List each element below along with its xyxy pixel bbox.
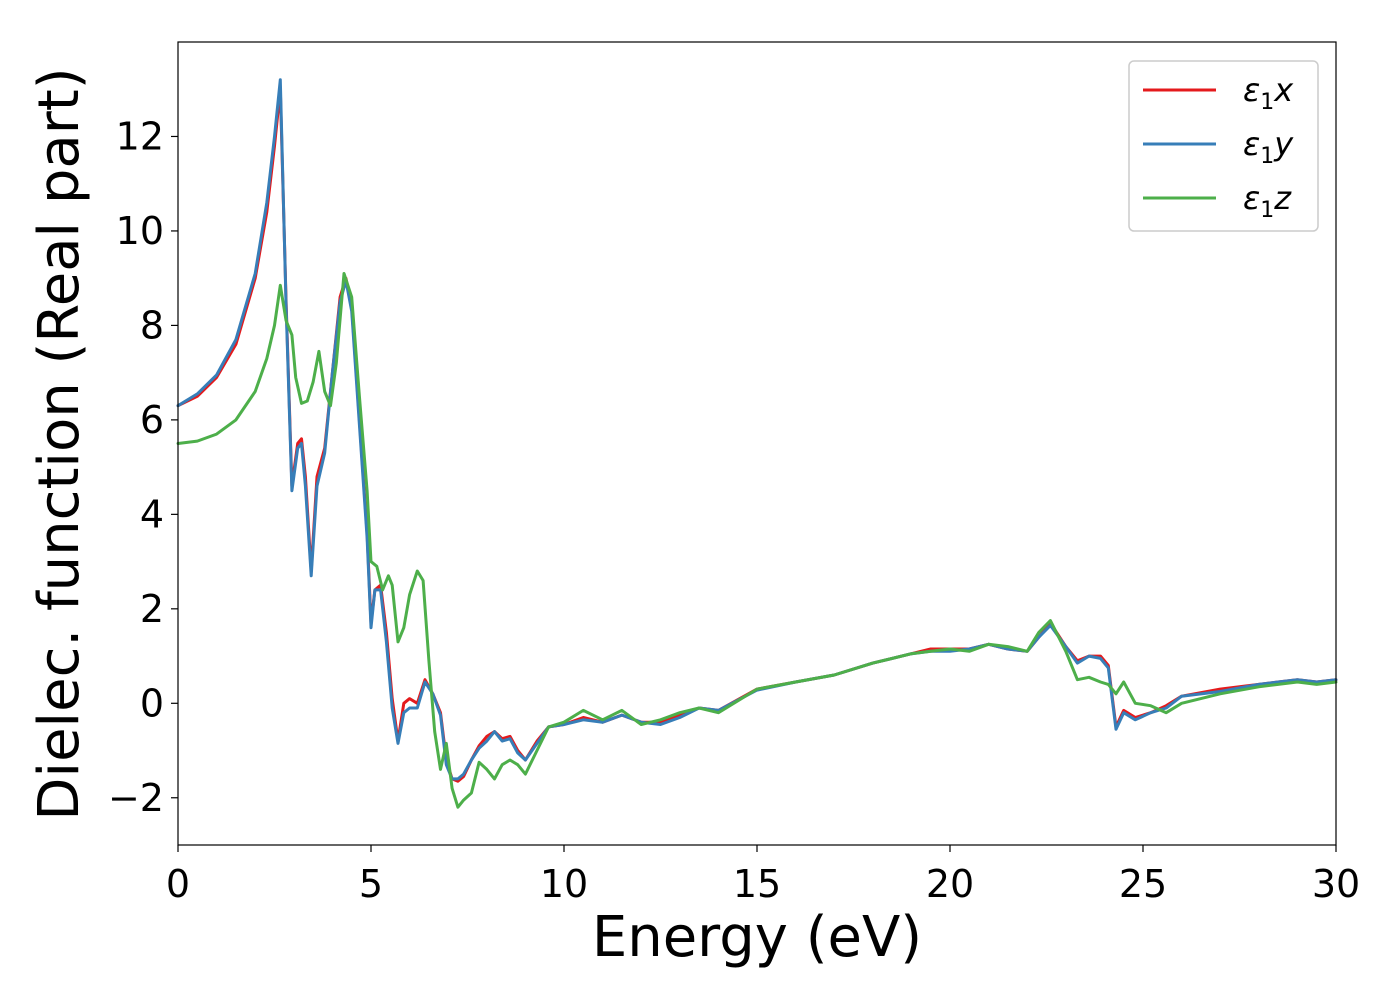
x-tick-label: 15 (733, 862, 781, 906)
x-tick-label: 30 (1312, 862, 1360, 906)
x-tick-label: 10 (540, 862, 588, 906)
legend: ε1x ε1y ε1z (1128, 60, 1319, 232)
y-tick-label: 12 (116, 114, 164, 158)
series-line-z (176, 272, 1338, 809)
series-layer (176, 78, 1338, 809)
x-tick-label: 25 (1119, 862, 1167, 906)
y-axis: −2 0 2 4 6 8 10 12 (108, 114, 178, 820)
x-tick-label: 5 (359, 862, 383, 906)
legend-label-z: ε1z (1243, 179, 1292, 223)
y-axis-title: Dielec. function (Real part) (27, 67, 92, 820)
series-line-y (176, 78, 1338, 781)
y-tick-label: −2 (108, 776, 164, 820)
y-tick-label: 2 (140, 587, 164, 631)
y-tick-label: 10 (116, 209, 164, 253)
x-axis: 0 5 10 15 20 25 30 (166, 845, 1360, 906)
x-tick-label: 20 (926, 862, 974, 906)
x-axis-title: Energy (eV) (592, 905, 922, 970)
y-tick-label: 0 (140, 681, 164, 725)
y-tick-label: 8 (140, 303, 164, 347)
x-tick-label: 0 (166, 862, 190, 906)
y-tick-label: 6 (140, 398, 164, 442)
legend-label-y: ε1y (1243, 125, 1294, 169)
legend-box (1128, 60, 1319, 232)
y-tick-label: 4 (140, 492, 164, 536)
legend-label-x: ε1x (1243, 71, 1294, 115)
